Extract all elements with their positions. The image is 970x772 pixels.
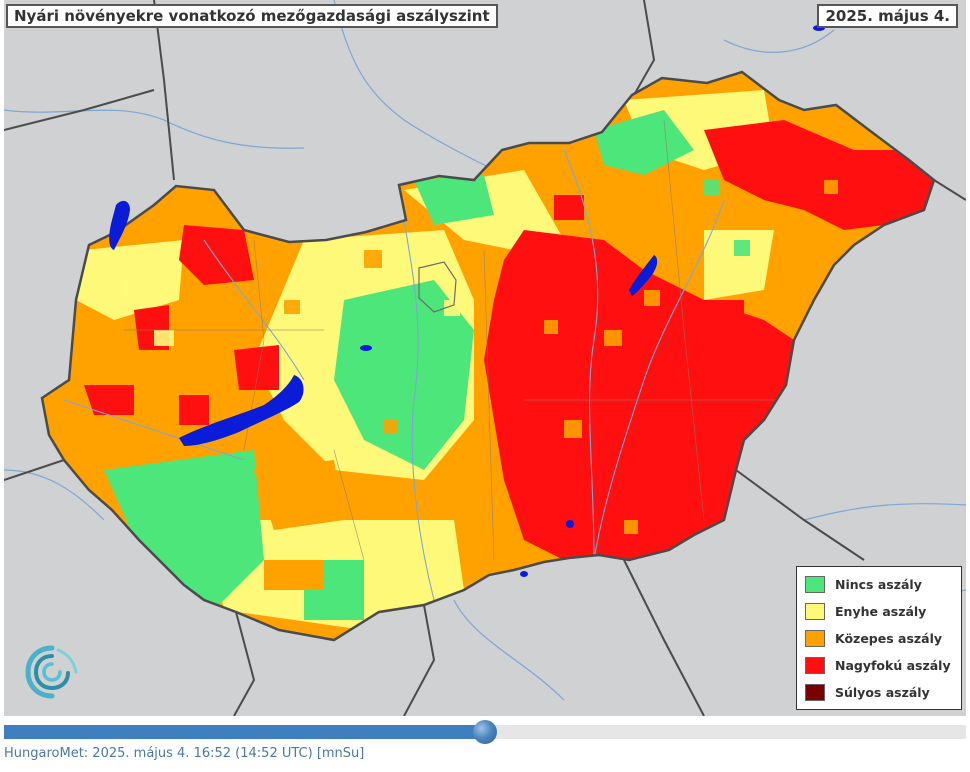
legend-item: Súlyos aszály: [805, 679, 961, 706]
legend: Nincs aszály Enyhe aszály Közepes aszály Na…: [796, 566, 962, 710]
legend-label: Súlyos aszály: [835, 685, 930, 700]
lake-balaton: [179, 375, 304, 446]
timeline-slider-handle[interactable]: [473, 720, 497, 744]
legend-item: Közepes aszály: [805, 625, 961, 652]
legend-swatch: [805, 630, 825, 647]
timeline-slider-fill: [4, 725, 485, 739]
legend-item: Nagyfokú aszály: [805, 652, 961, 679]
legend-swatch: [805, 603, 825, 620]
hungary-border: [40, 70, 936, 642]
legend-label: Nagyfokú aszály: [835, 658, 951, 673]
hungaromet-swirl-logo-icon: [25, 645, 78, 699]
legend-item: Nincs aszály: [805, 571, 961, 598]
legend-item: Enyhe aszály: [805, 598, 961, 625]
map-title: Nyári növényekre vonatkozó mezőgazdasági…: [6, 4, 498, 28]
drought-map: [4, 0, 966, 716]
footer-timestamp: HungaroMet: 2025. május 4. 16:52 (14:52 …: [4, 746, 365, 761]
map-date: 2025. május 4.: [817, 4, 958, 28]
lake-neusiedl: [109, 200, 130, 250]
legend-swatch: [805, 576, 825, 593]
lakes: [109, 25, 825, 577]
rivers-inside: [63, 149, 725, 601]
legend-label: Enyhe aszály: [835, 604, 927, 619]
map-frame: Nyári növényekre vonatkozó mezőgazdasági…: [4, 0, 966, 716]
lake-tisza: [629, 255, 658, 296]
legend-label: Közepes aszály: [835, 631, 943, 646]
lake-velence: [360, 345, 372, 351]
budapest-outline: [418, 261, 457, 313]
legend-label: Nincs aszály: [835, 577, 922, 592]
legend-swatch: [805, 684, 825, 701]
legend-swatch: [805, 657, 825, 674]
